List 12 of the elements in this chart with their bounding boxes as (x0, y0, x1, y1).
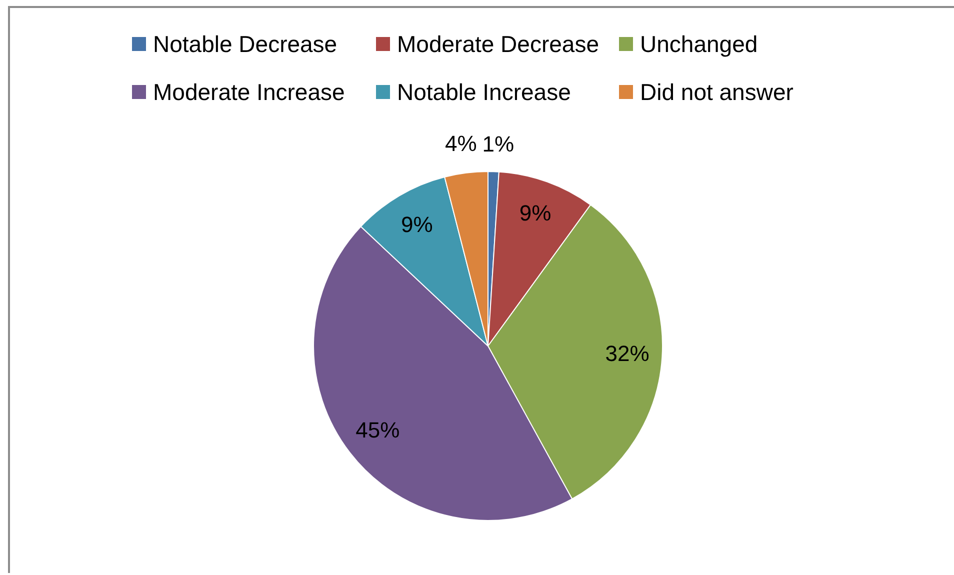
data-label: 4% (445, 130, 477, 156)
data-label: 9% (519, 200, 552, 226)
legend-label: Moderate Increase (153, 78, 345, 106)
data-label: 32% (605, 340, 650, 366)
legend-label: Unchanged (640, 30, 758, 58)
data-label: 45% (356, 418, 400, 443)
legend-label: Did not answer (640, 78, 794, 106)
data-label: 1% (482, 131, 514, 156)
data-label: 9% (401, 212, 433, 237)
legend-label: Moderate Decrease (397, 30, 599, 58)
legend-label: Notable Decrease (153, 30, 338, 58)
legend-label: Notable Increase (397, 78, 571, 106)
